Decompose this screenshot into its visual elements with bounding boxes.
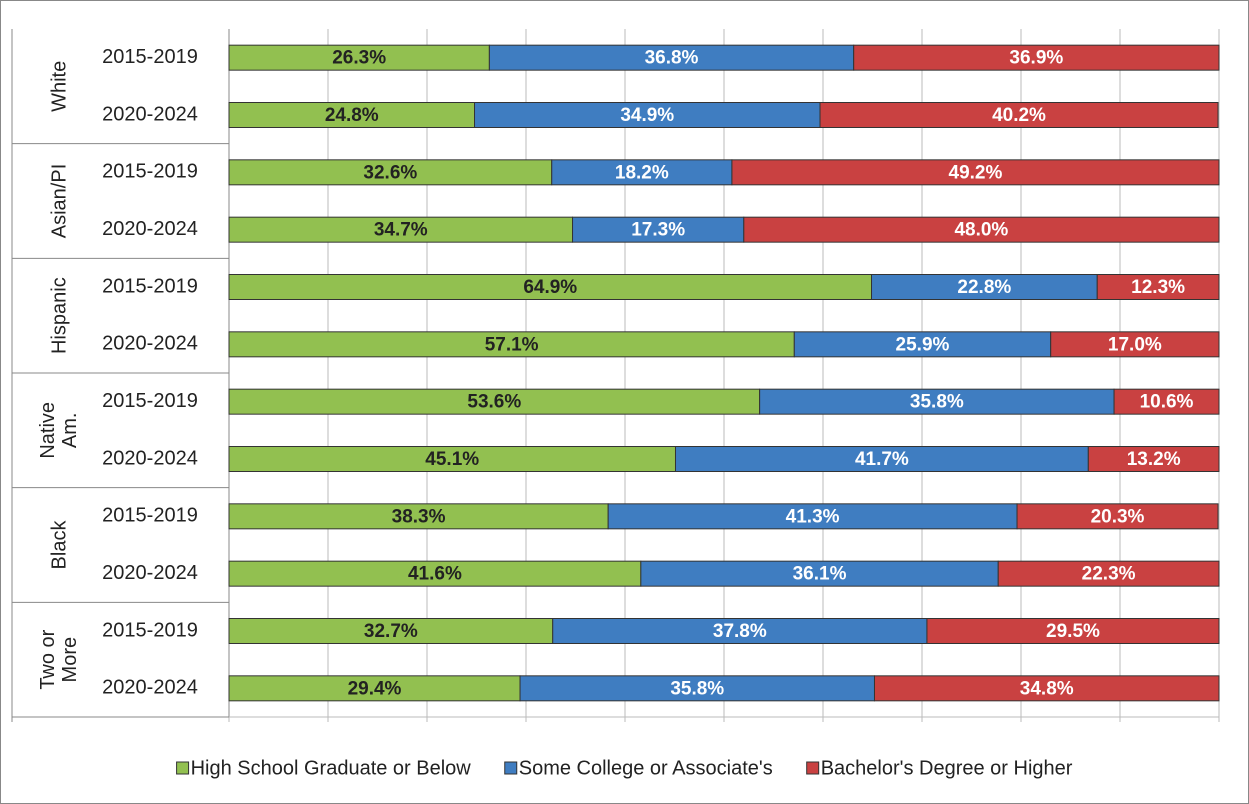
value-label: 13.2%: [1127, 449, 1181, 470]
bar-segment: [228, 102, 476, 128]
y-tick-label: 2015-2019: [102, 161, 198, 183]
bar-segment: [228, 331, 795, 358]
y-tick-label: 2015-2019: [102, 619, 198, 641]
bar-segment: [731, 159, 1220, 186]
bar-segment: [519, 675, 875, 702]
value-label: 32.7%: [364, 621, 418, 642]
value-label: 29.4%: [348, 678, 402, 699]
y-tick-label: 2020-2024: [102, 562, 198, 584]
bar-segment: [474, 102, 821, 128]
bar-segment: [228, 618, 554, 644]
bar-segment: [228, 446, 676, 472]
y-tick-label: 2020-2024: [102, 677, 198, 699]
value-label: 40.2%: [992, 105, 1046, 126]
group-label: Black: [48, 520, 70, 570]
value-label: 53.6%: [467, 392, 521, 413]
value-label: 10.6%: [1140, 392, 1194, 413]
value-label: 36.8%: [645, 48, 699, 69]
y-tick-label: 2020-2024: [102, 447, 198, 469]
y-tick-label: 2020-2024: [102, 333, 198, 355]
bar-segment: [228, 274, 873, 300]
value-label: 17.3%: [631, 220, 685, 241]
value-label: 12.3%: [1131, 277, 1185, 298]
value-label: 29.5%: [1046, 621, 1100, 642]
bar-segment: [228, 44, 490, 71]
bar-segment: [607, 503, 1018, 530]
bar-segment: [228, 159, 553, 186]
bar-segment: [674, 446, 1089, 472]
bar-segment: [228, 503, 609, 530]
y-tick-label: 2015-2019: [102, 275, 198, 297]
value-label: 45.1%: [425, 449, 479, 470]
group-label: NativeAm.: [37, 402, 81, 459]
y-tick-label: 2015-2019: [102, 505, 198, 527]
value-label: 20.3%: [1091, 506, 1145, 527]
bar-segment: [873, 675, 1220, 702]
legend: High School Graduate or Below Some Colleg…: [176, 757, 1073, 779]
group-label: Hispanic: [48, 277, 70, 354]
value-label: 49.2%: [949, 162, 1003, 183]
legend-label: High School Graduate or Below: [191, 757, 472, 779]
value-label: 32.6%: [363, 162, 417, 183]
value-label: 37.8%: [713, 621, 767, 642]
bar-segment: [551, 159, 733, 186]
bar-segment: [1087, 446, 1220, 472]
value-label: 34.8%: [1020, 678, 1074, 699]
group-label: Asian/PI: [48, 164, 70, 238]
value-label: 38.3%: [392, 506, 446, 527]
value-label: 48.0%: [954, 220, 1008, 241]
y-tick-label: 2015-2019: [102, 46, 198, 68]
y-tick-label: 2020-2024: [102, 218, 198, 240]
value-label: 36.1%: [793, 564, 847, 585]
bar-segment: [488, 44, 855, 71]
legend-label: Some College or Associate's: [519, 757, 773, 779]
value-label: 34.9%: [620, 105, 674, 126]
bar-segment: [1113, 388, 1220, 415]
value-label: 17.0%: [1108, 334, 1162, 355]
value-label: 41.7%: [855, 449, 909, 470]
bar-segment: [228, 560, 642, 587]
group-label: Two orMore: [37, 629, 81, 689]
value-label: 57.1%: [485, 334, 539, 355]
bar-segment: [743, 216, 1220, 243]
value-label: 64.9%: [523, 277, 577, 298]
value-label: 36.9%: [1009, 48, 1063, 69]
legend-swatch: [806, 761, 820, 775]
value-label: 18.2%: [615, 162, 669, 183]
value-label: 22.8%: [957, 277, 1011, 298]
legend-label: Bachelor's Degree or Higher: [821, 757, 1073, 779]
bar-segment: [1016, 503, 1219, 530]
bar-segment: [926, 618, 1220, 644]
value-label: 35.8%: [910, 392, 964, 413]
bar-segment: [1050, 331, 1220, 358]
bar-segment: [1096, 274, 1220, 300]
bar-segment: [819, 102, 1219, 128]
value-label: 22.3%: [1082, 564, 1136, 585]
bar-segment: [853, 44, 1220, 71]
y-tick-label: 2020-2024: [102, 103, 198, 125]
value-label: 41.3%: [786, 506, 840, 527]
value-label: 26.3%: [332, 48, 386, 69]
value-label: 35.8%: [670, 678, 724, 699]
legend-swatch: [176, 761, 190, 775]
y-tick-label: 2015-2019: [102, 390, 198, 412]
bar-segment: [552, 618, 928, 644]
value-label: 41.6%: [408, 564, 462, 585]
legend-swatch: [504, 761, 518, 775]
group-label: White: [48, 61, 70, 112]
value-label: 34.7%: [374, 220, 428, 241]
bar-segment: [228, 388, 761, 415]
bar-segment: [997, 560, 1220, 587]
value-label: 24.8%: [325, 105, 379, 126]
value-label: 25.9%: [896, 334, 950, 355]
